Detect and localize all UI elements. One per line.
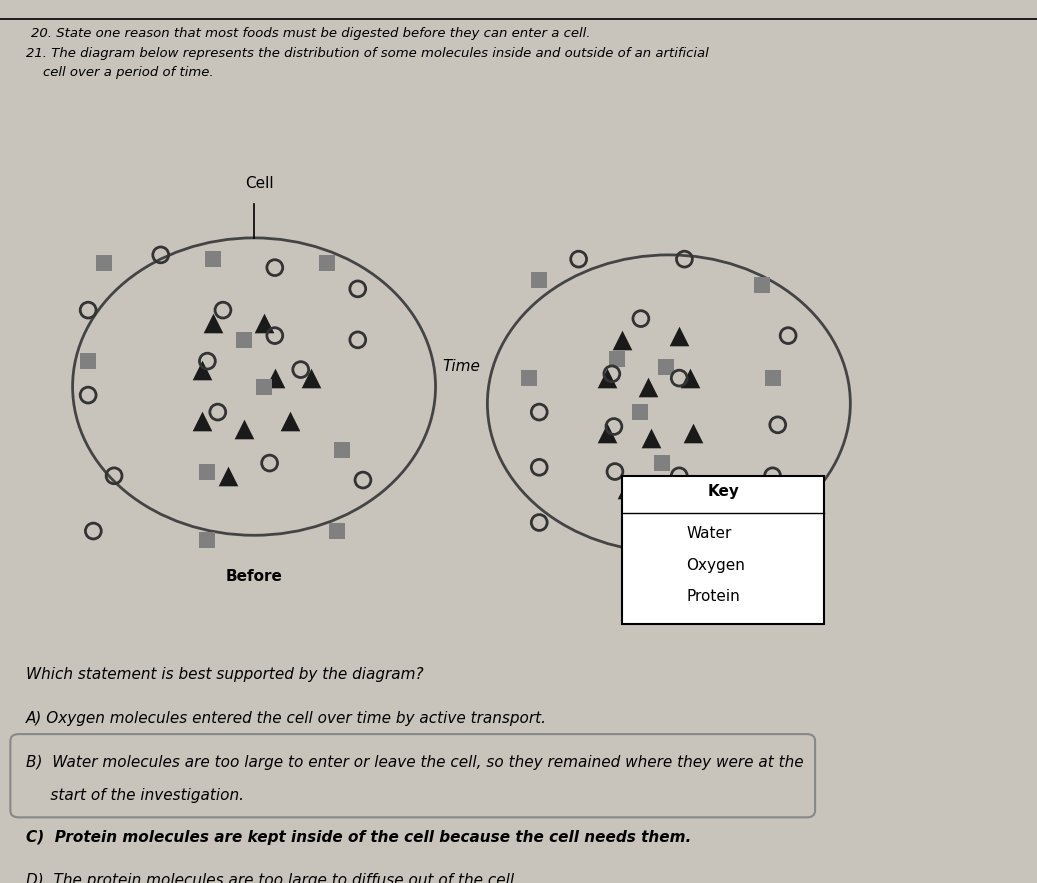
- Point: [640, 380, 656, 394]
- Point: [80, 388, 96, 402]
- Text: After: After: [647, 586, 691, 601]
- Point: [769, 418, 786, 432]
- Point: [657, 360, 674, 374]
- Point: [80, 354, 96, 368]
- Text: B)  Water molecules are too large to enter or leave the cell, so they remained w: B) Water molecules are too large to ente…: [26, 755, 804, 770]
- Point: [570, 252, 587, 266]
- Text: A) Oxygen molecules entered the cell over time by active transport.: A) Oxygen molecules entered the cell ove…: [26, 711, 546, 726]
- Point: [106, 469, 122, 483]
- Point: [204, 252, 221, 266]
- Point: [643, 589, 660, 603]
- Point: [215, 303, 231, 317]
- Point: [764, 469, 781, 483]
- Point: [282, 413, 299, 427]
- Text: 21. The diagram below represents the distribution of some molecules inside and o: 21. The diagram below represents the dis…: [26, 47, 708, 60]
- Point: [303, 371, 319, 385]
- Text: Before: Before: [226, 570, 282, 585]
- Point: [235, 333, 252, 347]
- Text: C)  Protein molecules are kept inside of the cell because the cell needs them.: C) Protein molecules are kept inside of …: [26, 830, 692, 845]
- Text: Oxygen: Oxygen: [686, 557, 746, 572]
- Point: [598, 426, 615, 441]
- Point: [194, 363, 211, 377]
- Text: Which statement is best supported by the diagram?: Which statement is best supported by the…: [26, 667, 423, 682]
- Point: [531, 460, 548, 474]
- Point: [780, 328, 796, 343]
- Point: [531, 405, 548, 419]
- Point: [671, 371, 688, 385]
- Point: [204, 316, 221, 330]
- Point: [619, 481, 636, 495]
- Point: [643, 431, 660, 445]
- Text: cell over a period of time.: cell over a period of time.: [26, 66, 214, 79]
- Point: [80, 303, 96, 317]
- Point: [609, 351, 625, 366]
- Text: 20. State one reason that most foods must be digested before they can enter a ce: 20. State one reason that most foods mus…: [31, 27, 591, 41]
- Point: [261, 456, 278, 470]
- Point: [598, 371, 615, 385]
- Point: [334, 443, 351, 457]
- Point: [531, 274, 548, 288]
- Point: [194, 413, 211, 427]
- Text: Key: Key: [707, 484, 739, 499]
- Text: start of the investigation.: start of the investigation.: [26, 788, 244, 803]
- Point: [531, 516, 548, 530]
- Point: [199, 464, 216, 479]
- Text: Protein: Protein: [686, 589, 740, 604]
- Point: [267, 371, 283, 385]
- Point: [256, 380, 273, 394]
- Point: [764, 371, 781, 385]
- Point: [355, 473, 371, 487]
- Point: [199, 532, 216, 547]
- Point: [604, 366, 620, 381]
- Point: [754, 277, 770, 291]
- Text: Water: Water: [686, 526, 732, 541]
- Point: [235, 422, 252, 436]
- Point: [267, 260, 283, 275]
- Point: [85, 524, 102, 538]
- Point: [671, 328, 688, 343]
- Point: [614, 333, 630, 347]
- Point: [199, 354, 216, 368]
- Point: [349, 282, 366, 296]
- Point: [329, 524, 345, 538]
- Point: [671, 469, 688, 483]
- Point: [607, 464, 623, 479]
- Point: [643, 526, 660, 540]
- Text: D)  The protein molecules are too large to diffuse out of the cell.: D) The protein molecules are too large t…: [26, 872, 518, 883]
- Point: [681, 371, 698, 385]
- Point: [292, 363, 309, 377]
- Text: Cell: Cell: [245, 177, 274, 192]
- Point: [632, 405, 648, 419]
- Point: [220, 469, 236, 483]
- Point: [209, 405, 226, 419]
- Point: [684, 426, 701, 441]
- Text: Time: Time: [443, 358, 480, 374]
- Point: [633, 312, 649, 326]
- Point: [318, 256, 335, 270]
- Point: [95, 256, 112, 270]
- Point: [643, 558, 660, 572]
- Point: [676, 252, 693, 266]
- Point: [349, 333, 366, 347]
- Point: [645, 528, 662, 542]
- FancyBboxPatch shape: [622, 476, 824, 624]
- Point: [267, 328, 283, 343]
- Point: [256, 316, 273, 330]
- Point: [653, 456, 670, 470]
- Point: [521, 371, 537, 385]
- Point: [606, 419, 622, 434]
- Point: [152, 248, 169, 262]
